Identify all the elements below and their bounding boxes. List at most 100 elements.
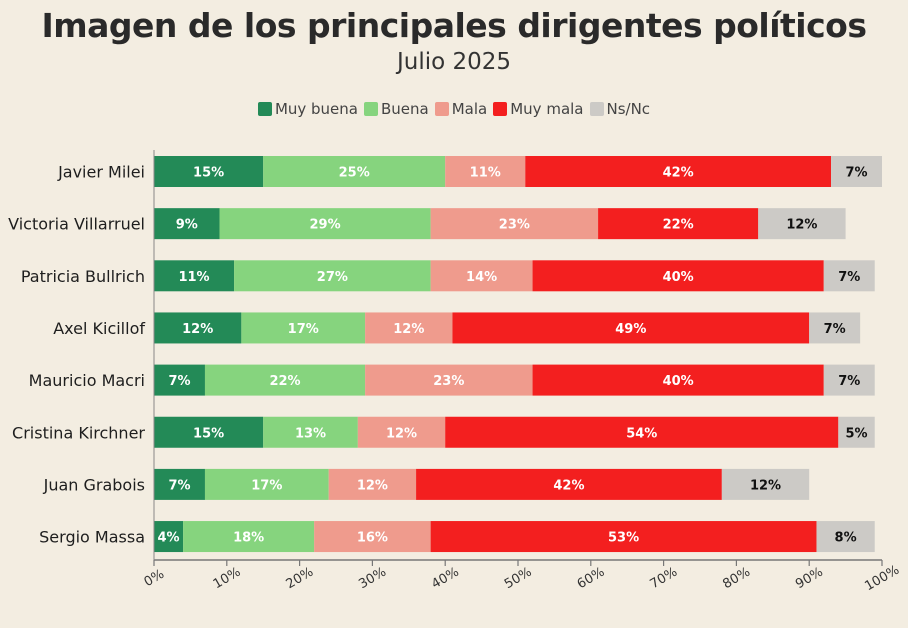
segment-value-label: 5% — [845, 426, 867, 441]
bar-segment — [532, 260, 824, 292]
segment-value-label: 12% — [786, 218, 817, 233]
bar-segment — [154, 521, 184, 553]
chart-title: Imagen de los principales dirigentes pol… — [41, 6, 868, 45]
legend-item: Buena — [364, 100, 429, 118]
segment-value-label: 14% — [466, 270, 497, 285]
x-tick-label: 40% — [429, 565, 462, 592]
category-label: Mauricio Macri — [29, 371, 145, 390]
bar-segment — [263, 416, 358, 448]
legend-label: Buena — [381, 100, 429, 118]
legend-label: Mala — [451, 100, 488, 118]
segment-value-label: 23% — [499, 218, 530, 233]
segment-value-label: 17% — [288, 322, 319, 337]
legend-item: Muy buena — [257, 100, 358, 118]
x-tick-label: 90% — [793, 565, 826, 592]
segment-value-label: 9% — [176, 218, 198, 233]
bar-segment — [154, 208, 220, 240]
segment-value-label: 8% — [835, 531, 857, 546]
segment-value-label: 42% — [553, 478, 584, 493]
category-label: Sergio Massa — [39, 528, 145, 547]
x-tick-label: 0% — [142, 567, 167, 590]
segment-value-label: 42% — [663, 166, 694, 181]
segment-value-label: 12% — [750, 478, 781, 493]
segment-value-label: 17% — [251, 478, 282, 493]
bar-segment — [204, 364, 366, 396]
bar-segment — [365, 312, 453, 344]
x-tick-label: 50% — [502, 565, 535, 592]
segment-value-label: 15% — [193, 426, 224, 441]
bar-segment — [532, 364, 824, 396]
x-tick-label: 100% — [862, 563, 902, 595]
category-label: Patricia Bullrich — [21, 267, 145, 286]
segment-value-label: 40% — [663, 270, 694, 285]
segment-value-label: 12% — [357, 478, 388, 493]
segment-value-label: 29% — [310, 218, 341, 233]
bar-segment — [154, 312, 242, 344]
bar-segment — [154, 468, 205, 500]
segment-value-label: 7% — [845, 166, 867, 181]
legend-swatch — [493, 102, 508, 116]
bar-segment — [838, 416, 875, 448]
category-label: Victoria Villarruel — [8, 215, 145, 234]
x-tick-label: 30% — [356, 565, 389, 592]
bar-segment — [241, 312, 366, 344]
category-label: Axel Kicillof — [53, 319, 145, 338]
legend-label: Ns/Nc — [606, 100, 651, 118]
segment-value-label: 11% — [470, 166, 501, 181]
segment-value-label: 7% — [168, 374, 190, 389]
segment-value-label: 7% — [168, 478, 190, 493]
bar-segment — [598, 208, 759, 240]
bar-segment — [416, 468, 722, 500]
bar-segment — [445, 416, 839, 448]
segment-value-label: 54% — [626, 426, 657, 441]
legend-label: Muy buena — [274, 100, 358, 118]
legend-item: Mala — [434, 100, 488, 118]
segment-value-label: 49% — [615, 322, 646, 337]
bar-segment — [816, 521, 875, 553]
x-tick-label: 70% — [648, 565, 681, 592]
bar-segment — [823, 364, 875, 396]
bar-segment — [452, 312, 810, 344]
bar-segment — [328, 468, 417, 500]
x-tick-label: 60% — [575, 565, 608, 592]
bar-segment — [154, 416, 264, 448]
bar-segment — [204, 468, 329, 500]
segment-value-label: 4% — [158, 531, 180, 546]
legend-swatch — [434, 102, 449, 116]
bar-segment — [154, 260, 235, 292]
segment-value-label: 16% — [357, 531, 388, 546]
bar-segment — [831, 156, 882, 187]
bar-segment — [183, 521, 315, 553]
bar-segment — [314, 521, 431, 553]
legend-item: Ns/Nc — [589, 100, 651, 118]
x-tick-label: 80% — [720, 565, 753, 592]
segment-value-label: 18% — [233, 531, 264, 546]
chart-subtitle: Julio 2025 — [396, 49, 512, 75]
bar-segment — [219, 208, 431, 240]
bar-segment — [430, 521, 817, 553]
category-label: Cristina Kirchner — [12, 423, 145, 442]
segment-value-label: 23% — [433, 374, 464, 389]
bar-segment — [154, 156, 264, 187]
bar-segment — [365, 364, 533, 396]
bar-segment — [809, 312, 861, 344]
segment-value-label: 22% — [269, 374, 300, 389]
segment-value-label: 12% — [393, 322, 424, 337]
segment-value-label: 22% — [663, 218, 694, 233]
bar-segment — [758, 208, 846, 240]
legend-swatch — [257, 102, 272, 116]
bar-segment — [823, 260, 875, 292]
bar-segment — [430, 260, 533, 292]
bar-segment — [525, 156, 832, 187]
legend-swatch — [364, 102, 378, 116]
segment-value-label: 7% — [824, 322, 846, 337]
segment-value-label: 7% — [838, 374, 860, 389]
bar-segment — [154, 364, 205, 396]
segment-value-label: 12% — [386, 426, 417, 441]
bar-segment — [721, 468, 810, 500]
x-tick-label: 20% — [284, 565, 317, 592]
category-label: Juan Grabois — [43, 475, 145, 494]
segment-value-label: 13% — [295, 426, 326, 441]
bar-segment — [445, 156, 526, 187]
